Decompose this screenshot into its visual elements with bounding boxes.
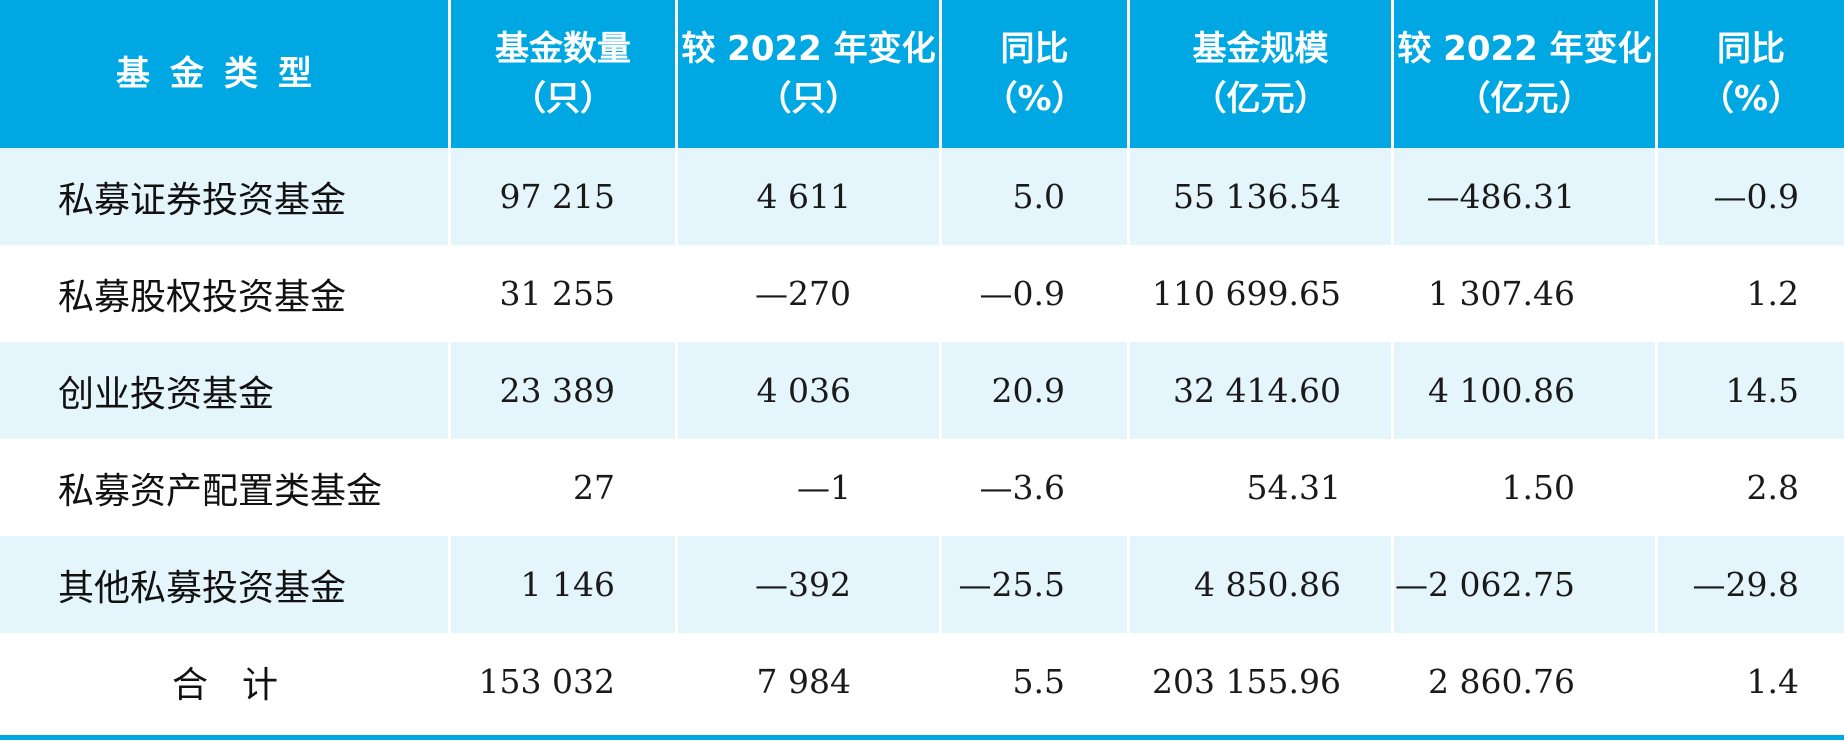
count-change-cell: 4 036 [678, 342, 942, 439]
table-row: 其他私募投资基金 1 146 —392 —25.5 4 850.86 —2 06… [0, 536, 1844, 633]
fund-count-cell: 153 032 [451, 633, 678, 730]
header-fund-scale: 基金规模 （亿元） [1130, 0, 1394, 148]
fund-count-cell: 23 389 [451, 342, 678, 439]
header-fund-count: 基金数量 （只） [451, 0, 678, 148]
header-scale-change: 较 2022 年变化 （亿元） [1394, 0, 1658, 148]
count-yoy-cell: 5.5 [942, 633, 1130, 730]
fund-count-cell: 27 [451, 439, 678, 536]
header-count-change-unit: （只） [757, 79, 860, 119]
header-fund-count-unit: （只） [512, 79, 614, 119]
table-row: 创业投资基金 23 389 4 036 20.9 32 414.60 4 100… [0, 342, 1844, 439]
fund-scale-cell: 55 136.54 [1130, 148, 1394, 245]
fund-type-cell: 其他私募投资基金 [0, 536, 451, 633]
scale-yoy-cell: —29.8 [1658, 536, 1844, 633]
total-label-cell: 合计 [0, 633, 451, 730]
fund-type-cell: 私募资产配置类基金 [0, 439, 451, 536]
scale-change-cell: 2 860.76 [1394, 633, 1658, 730]
header-fund-scale-unit: （亿元） [1192, 79, 1329, 119]
count-yoy-cell: 5.0 [942, 148, 1130, 245]
fund-scale-cell: 54.31 [1130, 439, 1394, 536]
scale-yoy-cell: —0.9 [1658, 148, 1844, 245]
count-yoy-cell: —25.5 [942, 536, 1130, 633]
fund-scale-cell: 203 155.96 [1130, 633, 1394, 730]
header-fund-type-label: 基金类型 [116, 54, 332, 94]
scale-change-cell: —2 062.75 [1394, 536, 1658, 633]
count-change-cell: 7 984 [678, 633, 942, 730]
scale-change-cell: 1.50 [1394, 439, 1658, 536]
header-scale-change-unit: （亿元） [1456, 79, 1593, 119]
fund-scale-cell: 4 850.86 [1130, 536, 1394, 633]
count-change-cell: 4 611 [678, 148, 942, 245]
total-row: 合计 153 032 7 984 5.5 203 155.96 2 860.76… [0, 633, 1844, 730]
header-count-change-label: 较 2022 年变化 [681, 29, 936, 69]
header-count-change: 较 2022 年变化 （只） [678, 0, 942, 148]
header-scale-yoy: 同比 （%） [1658, 0, 1844, 148]
header-scale-yoy-unit: （%） [1699, 79, 1803, 119]
count-yoy-cell: —3.6 [942, 439, 1130, 536]
count-change-cell: —1 [678, 439, 942, 536]
fund-count-cell: 31 255 [451, 245, 678, 342]
count-change-cell: —392 [678, 536, 942, 633]
count-change-cell: —270 [678, 245, 942, 342]
count-yoy-cell: —0.9 [942, 245, 1130, 342]
fund-count-cell: 97 215 [451, 148, 678, 245]
fund-scale-cell: 110 699.65 [1130, 245, 1394, 342]
fund-scale-cell: 32 414.60 [1130, 342, 1394, 439]
fund-type-cell: 私募证券投资基金 [0, 148, 451, 245]
header-count-yoy-unit: （%） [983, 79, 1086, 119]
header-scale-yoy-label: 同比 [1717, 29, 1785, 69]
fund-type-cell: 创业投资基金 [0, 342, 451, 439]
scale-yoy-cell: 14.5 [1658, 342, 1844, 439]
header-fund-type: 基金类型 [0, 0, 451, 148]
header-scale-change-label: 较 2022 年变化 [1397, 29, 1652, 69]
header-fund-scale-label: 基金规模 [1192, 29, 1329, 69]
header-fund-count-label: 基金数量 [495, 29, 631, 69]
scale-yoy-cell: 2.8 [1658, 439, 1844, 536]
table-row: 私募证券投资基金 97 215 4 611 5.0 55 136.54 —486… [0, 148, 1844, 245]
fund-type-cell: 私募股权投资基金 [0, 245, 451, 342]
scale-change-cell: 4 100.86 [1394, 342, 1658, 439]
scale-change-cell: 1 307.46 [1394, 245, 1658, 342]
table-row: 私募股权投资基金 31 255 —270 —0.9 110 699.65 1 3… [0, 245, 1844, 342]
scale-yoy-cell: 1.2 [1658, 245, 1844, 342]
header-row: 基金类型 基金数量 （只） 较 2022 年变化 （只） 同比 （%） 基金规模… [0, 0, 1844, 148]
header-count-yoy: 同比 （%） [942, 0, 1130, 148]
bottom-rule [0, 735, 1844, 740]
scale-yoy-cell: 1.4 [1658, 633, 1844, 730]
fund-count-cell: 1 146 [451, 536, 678, 633]
scale-change-cell: —486.31 [1394, 148, 1658, 245]
table-row: 私募资产配置类基金 27 —1 —3.6 54.31 1.50 2.8 [0, 439, 1844, 536]
count-yoy-cell: 20.9 [942, 342, 1130, 439]
header-count-yoy-label: 同比 [1000, 29, 1069, 69]
